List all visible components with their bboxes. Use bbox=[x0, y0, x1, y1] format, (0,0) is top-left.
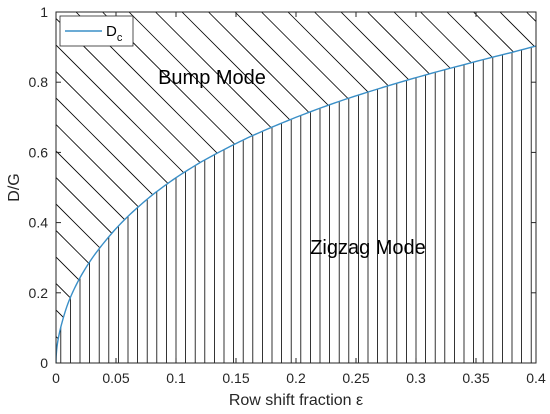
plot-background bbox=[56, 12, 536, 363]
x-tick-label: 0.35 bbox=[462, 370, 489, 386]
series-line-dc bbox=[56, 45, 536, 363]
x-tick-labels: 0 0.05 0.1 0.15 0.2 0.25 0.3 0.35 0.4 bbox=[52, 370, 546, 386]
region-label-zigzag-mode: Zigzag Mode bbox=[310, 237, 426, 259]
x-tick-label: 0.15 bbox=[222, 370, 249, 386]
y-tick-label: 1 bbox=[40, 4, 48, 20]
x-tick-label: 0.3 bbox=[406, 370, 426, 386]
hatch-line-diagonal bbox=[367, 12, 536, 363]
x-tick-label: 0.25 bbox=[342, 370, 369, 386]
y-tick-label: 0.2 bbox=[29, 285, 49, 301]
y-tick-label: 0.4 bbox=[29, 215, 49, 231]
legend: Dc bbox=[59, 15, 134, 47]
y-tick-label: 0.6 bbox=[29, 144, 49, 160]
x-tick-label: 0.1 bbox=[166, 370, 186, 386]
region-label-bump-mode: Bump Mode bbox=[158, 67, 266, 89]
x-tick-label: 0.4 bbox=[526, 370, 546, 386]
y-tick-label: 0 bbox=[40, 355, 48, 371]
x-tick-label: 0.05 bbox=[102, 370, 129, 386]
axis-ticks bbox=[55, 11, 537, 364]
x-tick-label: 0.2 bbox=[286, 370, 306, 386]
x-axis-label: Row shift fraction ε bbox=[229, 392, 363, 409]
y-tick-label: 0.8 bbox=[29, 74, 49, 90]
x-tick-label: 0 bbox=[52, 370, 60, 386]
y-axis-label: D/G bbox=[6, 173, 23, 201]
y-tick-labels: 0 0.2 0.4 0.6 0.8 1 bbox=[29, 4, 49, 371]
legend-label-dc: Dc bbox=[106, 23, 123, 44]
